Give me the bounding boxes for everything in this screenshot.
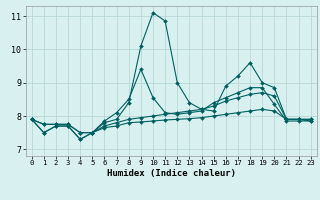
X-axis label: Humidex (Indice chaleur): Humidex (Indice chaleur) [107, 169, 236, 178]
